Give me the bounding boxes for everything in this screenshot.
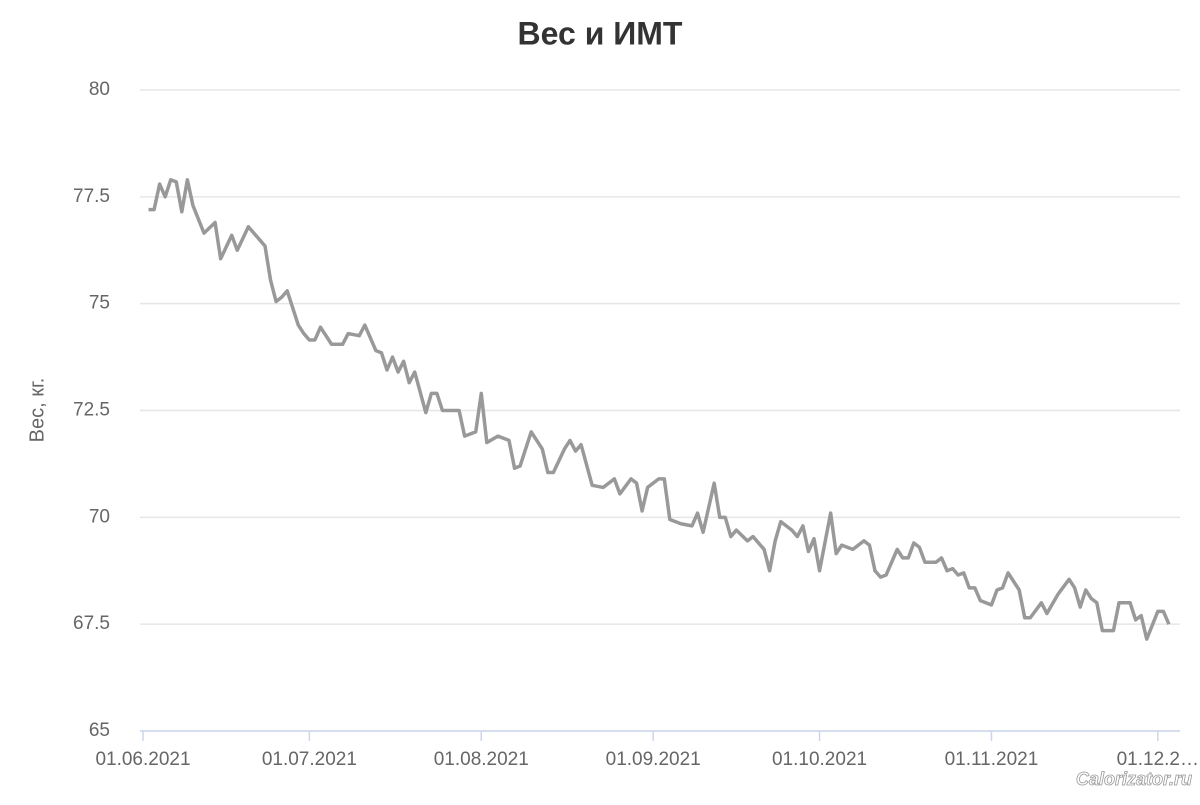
y-tick-label: 77.5	[73, 186, 110, 207]
y-tick-label: 70	[89, 506, 110, 527]
weight-line	[148, 177, 1171, 641]
watermark: Calorizator.ru	[1076, 769, 1192, 789]
y-tick-label: 75	[89, 293, 110, 314]
x-tick-label: 01.09.2021	[606, 749, 701, 770]
x-tick-label: 01.08.2021	[434, 749, 529, 770]
x-tick-label: 01.07.2021	[262, 749, 357, 770]
x-tick-label: 01.11.2021	[945, 749, 1039, 770]
y-tick-label: 67.5	[73, 613, 110, 634]
y-tick-label: 72.5	[73, 400, 110, 421]
x-tick-label: 01.10.2021	[772, 749, 867, 770]
chart-title: Вес и ИМТ	[518, 15, 683, 51]
y-tick-label: 80	[89, 79, 110, 100]
x-tick-label: 01.06.2021	[95, 749, 190, 770]
y-axis-label: Вес, кг.	[26, 378, 48, 443]
y-tick-label: 65	[89, 720, 110, 741]
x-tick-label: 01.12.2…	[1117, 749, 1199, 770]
